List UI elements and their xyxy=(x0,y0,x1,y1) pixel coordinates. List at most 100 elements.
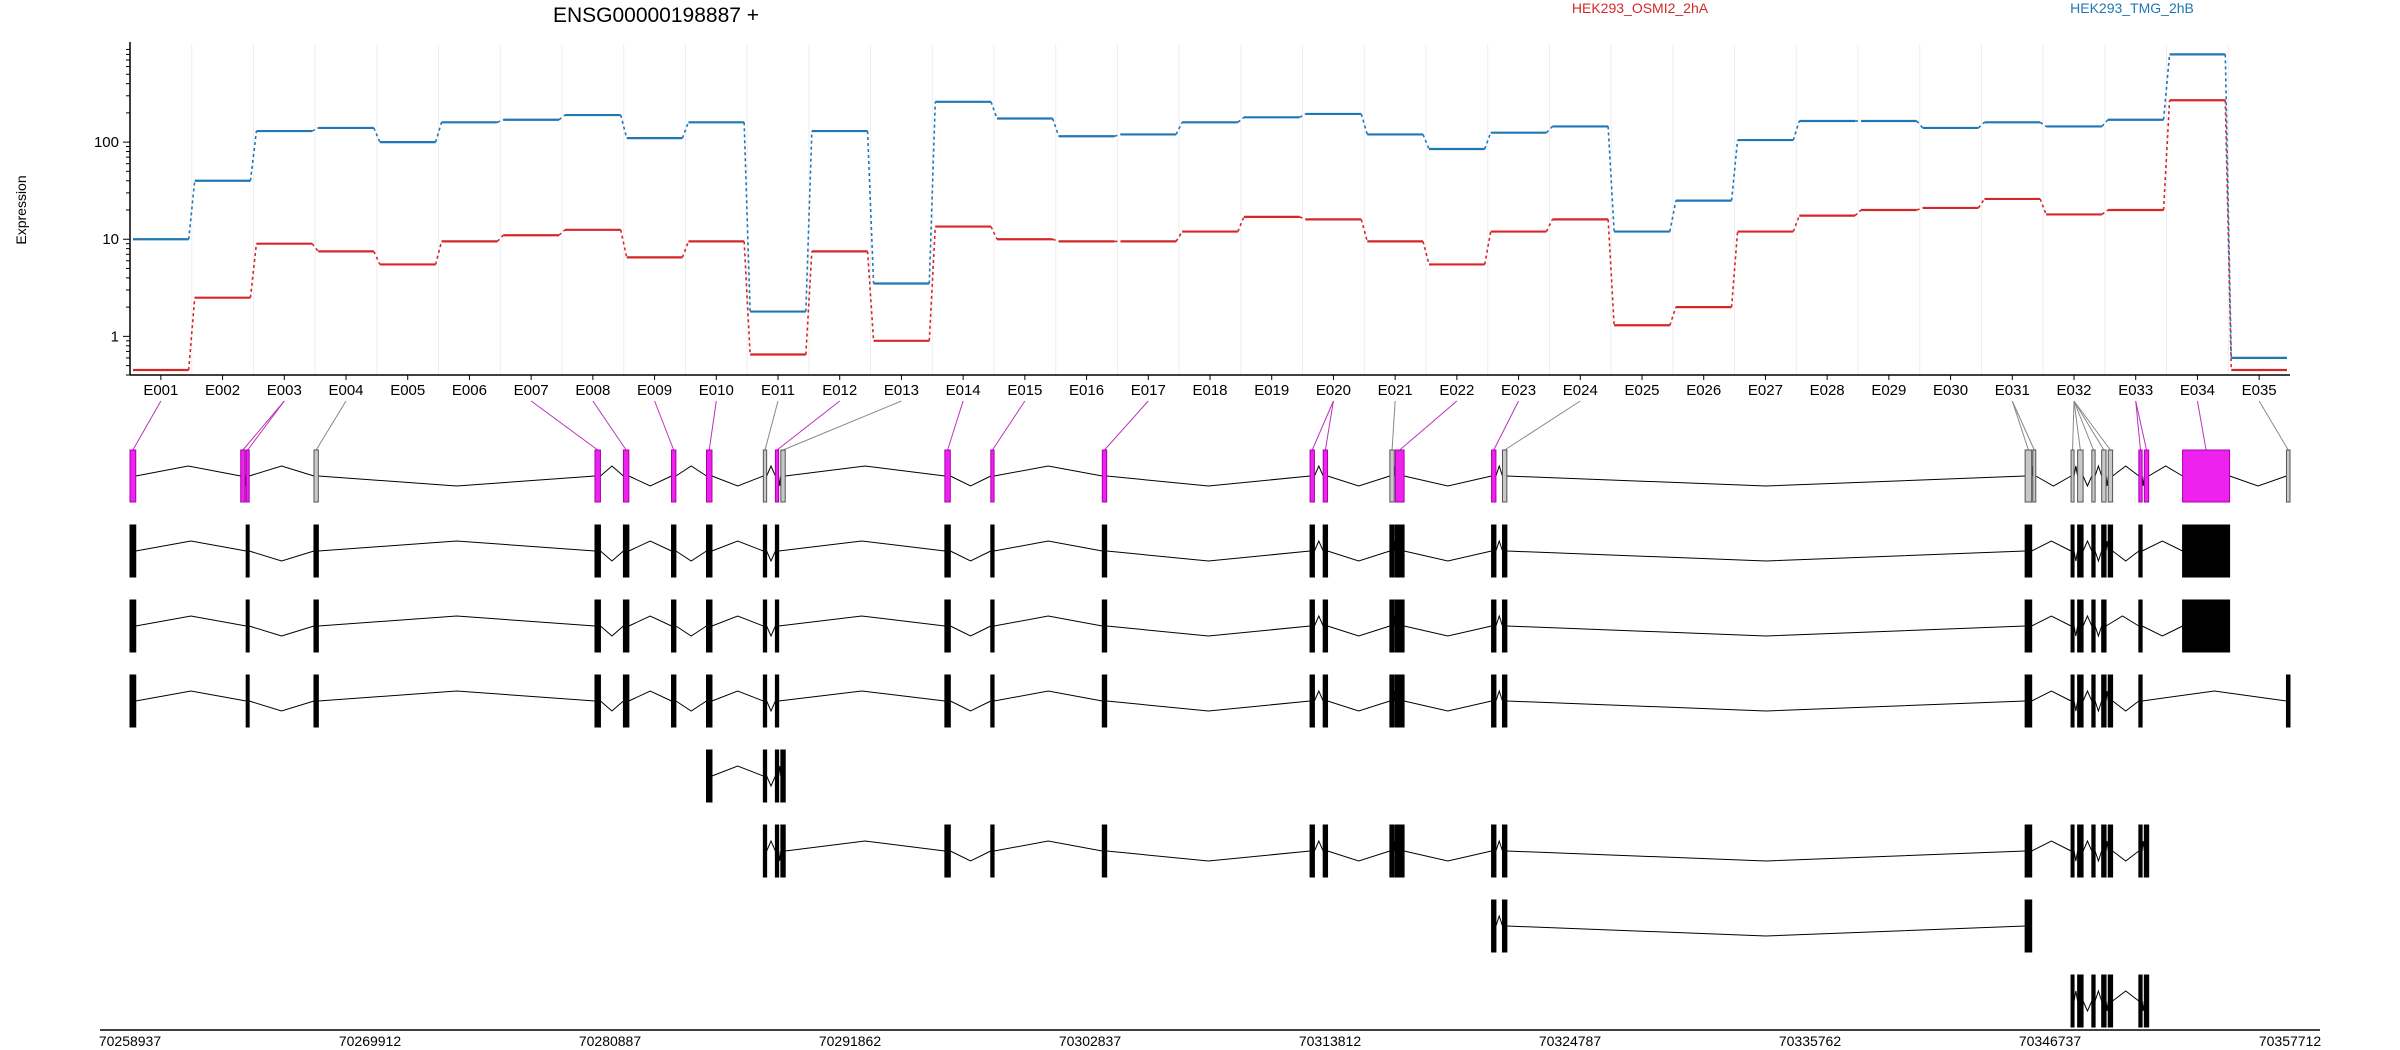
expression-connector xyxy=(1360,219,1369,242)
exon-connector xyxy=(708,400,717,451)
coordinate-axis: 70258937 70269912 70280887 70291862 70302837… xyxy=(99,1029,2321,1049)
intron-line xyxy=(2112,550,2140,562)
exon-block xyxy=(622,524,630,578)
exon-block xyxy=(706,749,713,803)
intron-line xyxy=(2073,625,2079,637)
intron-line xyxy=(766,775,776,788)
intron-line xyxy=(766,700,776,713)
exon-block xyxy=(944,599,951,653)
exon-connector xyxy=(2196,400,2207,451)
exon-label: E007 xyxy=(514,382,549,399)
expression-connector xyxy=(1977,198,1986,209)
intron-line xyxy=(1495,539,1503,552)
series-osmi2 xyxy=(133,99,2287,372)
exon-label: E005 xyxy=(390,382,425,399)
exon-block xyxy=(2182,599,2231,653)
transcript-track xyxy=(706,749,786,803)
transcript-tracks xyxy=(129,449,2291,1028)
exon-block xyxy=(1322,824,1329,878)
exon-block xyxy=(313,674,319,728)
exon-block xyxy=(2024,674,2033,728)
intron-line xyxy=(1506,625,2026,637)
intron-line xyxy=(318,615,596,627)
exon-block xyxy=(129,524,137,578)
exon-block xyxy=(2077,674,2084,728)
transcript-track xyxy=(129,599,2231,653)
exon-block xyxy=(2091,674,2096,728)
intron-line xyxy=(1495,614,1503,627)
intron-line xyxy=(1106,550,1311,562)
exon-label: E006 xyxy=(452,382,487,399)
intron-line xyxy=(2141,540,2183,552)
intron-line xyxy=(1506,850,2026,862)
intron-line xyxy=(628,475,672,487)
exon-block xyxy=(671,599,677,653)
exon-block xyxy=(594,599,601,653)
exon-block xyxy=(594,524,601,578)
intron-line xyxy=(778,615,945,627)
intron-line xyxy=(1313,839,1324,852)
intron-line xyxy=(1506,700,2026,712)
intron-line xyxy=(1327,475,1391,487)
intron-line xyxy=(766,625,776,638)
intron-line xyxy=(2148,465,2183,477)
exon-block xyxy=(774,449,780,503)
exon-block xyxy=(2138,449,2143,503)
exon-label: E025 xyxy=(1624,382,1659,399)
transcript-track xyxy=(762,824,2150,878)
exon-block xyxy=(2091,974,2096,1028)
exon-block xyxy=(1501,674,1508,728)
exon-block xyxy=(2077,449,2084,503)
exon-block xyxy=(671,449,677,503)
intron-line xyxy=(1106,475,1311,487)
expression-connector xyxy=(1422,134,1430,150)
intron-line xyxy=(600,465,624,477)
exon-label: E033 xyxy=(2118,382,2153,399)
transcript-track xyxy=(2070,974,2150,1028)
intron-line xyxy=(675,700,707,712)
intron-line xyxy=(1106,850,1311,862)
intron-line xyxy=(2112,465,2140,477)
intron-line xyxy=(711,475,764,487)
expression-connector xyxy=(743,122,751,312)
intron-line xyxy=(318,475,596,487)
expression-connector xyxy=(311,127,319,132)
intron-line xyxy=(628,540,672,552)
exon-block xyxy=(2032,449,2037,503)
expression-connector xyxy=(2039,121,2047,128)
coordinate-tick-label: 70269912 xyxy=(339,1033,402,1049)
exon-label: E030 xyxy=(1933,382,1968,399)
exon-block xyxy=(2143,449,2150,503)
exon-label: E034 xyxy=(2180,382,2215,399)
intron-line xyxy=(2082,1000,2093,1013)
expression-connector xyxy=(1237,216,1245,232)
intron-line xyxy=(766,839,776,852)
exon-label: E004 xyxy=(328,382,363,399)
exon-block xyxy=(2077,824,2084,878)
exon-block xyxy=(2070,974,2075,1028)
exon-block xyxy=(1309,599,1315,653)
intron-line xyxy=(249,700,315,712)
intron-line xyxy=(1495,689,1503,702)
exon-block xyxy=(1101,449,1108,503)
expression-connector xyxy=(681,241,690,258)
exon-block xyxy=(1394,824,1405,878)
exon-block xyxy=(2285,674,2291,728)
exon-connector xyxy=(242,400,285,451)
intron-line xyxy=(993,540,1103,552)
intron-line xyxy=(711,540,764,552)
exon-block xyxy=(2182,524,2231,578)
exon-block xyxy=(1309,524,1315,578)
expression-connector xyxy=(990,226,998,240)
exon-block xyxy=(622,449,630,503)
intron-line xyxy=(2073,550,2079,562)
intron-line xyxy=(1106,625,1311,637)
exon-block xyxy=(2101,599,2107,653)
exon-block xyxy=(1389,599,1395,653)
exon-label: E026 xyxy=(1686,382,1721,399)
intron-line xyxy=(950,550,992,562)
expression-connector xyxy=(2039,198,2047,215)
exon-block xyxy=(762,599,768,653)
exon-block xyxy=(990,824,995,878)
